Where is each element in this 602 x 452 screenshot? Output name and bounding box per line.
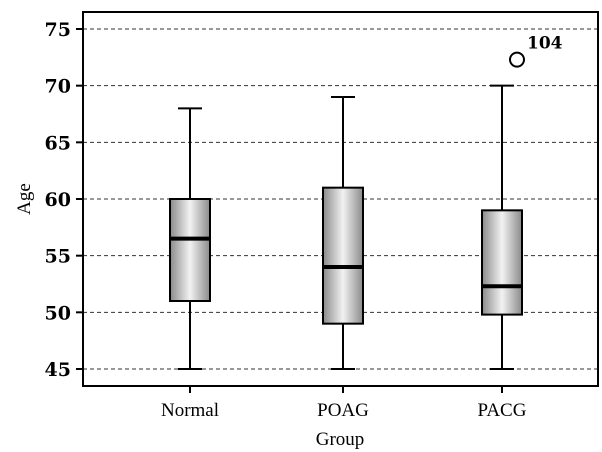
box-normal	[169, 107, 211, 370]
x-ticks: Normal POAG PACG	[161, 386, 527, 421]
box-pacg	[481, 84, 523, 370]
x-tick-label: PACG	[478, 400, 527, 421]
y-tick-label: 60	[45, 189, 71, 211]
boxes: 104	[169, 34, 563, 370]
x-tick-label: Normal	[161, 400, 219, 421]
y-tick-label: 45	[45, 359, 71, 381]
y-tick-label: 50	[45, 302, 71, 324]
outlier-point	[509, 51, 525, 68]
y-tick-label: 55	[45, 246, 71, 268]
iqr-box	[481, 209, 523, 316]
iqr-box	[169, 198, 211, 302]
y-tick-label: 70	[45, 76, 71, 98]
outlier-label: 104	[527, 34, 563, 54]
box-poag	[322, 96, 364, 370]
x-axis-title: Group	[316, 429, 365, 450]
y-ticks: 45 50 55 60 65 70 75	[45, 19, 83, 381]
y-tick-label: 65	[45, 132, 71, 154]
y-tick-label: 75	[45, 19, 71, 41]
iqr-box	[322, 186, 364, 325]
x-tick-label: POAG	[317, 400, 369, 421]
y-axis-title: Age	[14, 183, 35, 215]
